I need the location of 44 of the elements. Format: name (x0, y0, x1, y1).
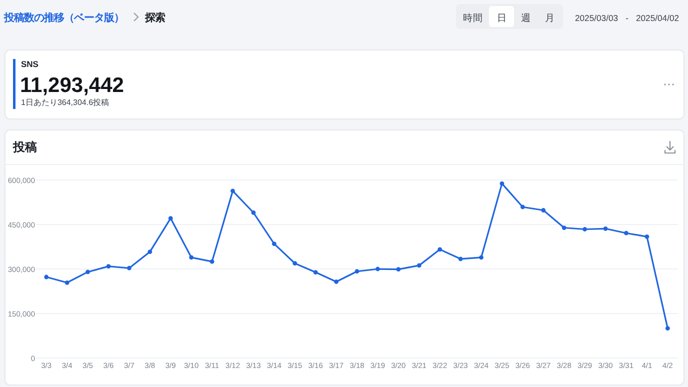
point (376, 266, 380, 272)
point (500, 181, 504, 186)
point (562, 226, 566, 230)
text: 2025/04/02 (636, 13, 680, 23)
point (148, 250, 152, 254)
point (479, 255, 484, 260)
point (251, 210, 256, 215)
point (416, 263, 422, 268)
text: 月 (545, 13, 555, 24)
point (126, 266, 132, 270)
text: 週 (521, 13, 531, 24)
text: 探索 (144, 12, 165, 24)
point (272, 242, 276, 246)
point (313, 270, 318, 274)
text: 2025/03/03 (575, 13, 618, 23)
point (86, 270, 90, 274)
point (396, 267, 401, 272)
point (106, 264, 111, 269)
point (644, 234, 650, 239)
text: 投稿数の推移（ベータ版） (3, 12, 124, 24)
point (354, 269, 360, 274)
text: 日 (497, 13, 507, 24)
point (210, 259, 214, 264)
point (168, 216, 173, 220)
point (624, 230, 628, 236)
point (438, 247, 442, 252)
text: - (626, 13, 629, 23)
point (64, 280, 70, 285)
point (458, 256, 463, 262)
point (665, 326, 670, 331)
point (292, 261, 298, 266)
text: SNS (21, 59, 39, 69)
chart-title: 投稿 (12, 140, 37, 154)
point (520, 204, 525, 210)
point (44, 274, 49, 280)
point (541, 208, 546, 212)
text: 時間 (463, 12, 483, 24)
point (230, 188, 235, 194)
point (334, 280, 338, 284)
point (189, 255, 194, 260)
text: 11,293,442 (20, 74, 124, 97)
point (603, 226, 608, 231)
text: 1日あたり364,304.6投稿 (21, 98, 110, 107)
point (582, 227, 588, 232)
